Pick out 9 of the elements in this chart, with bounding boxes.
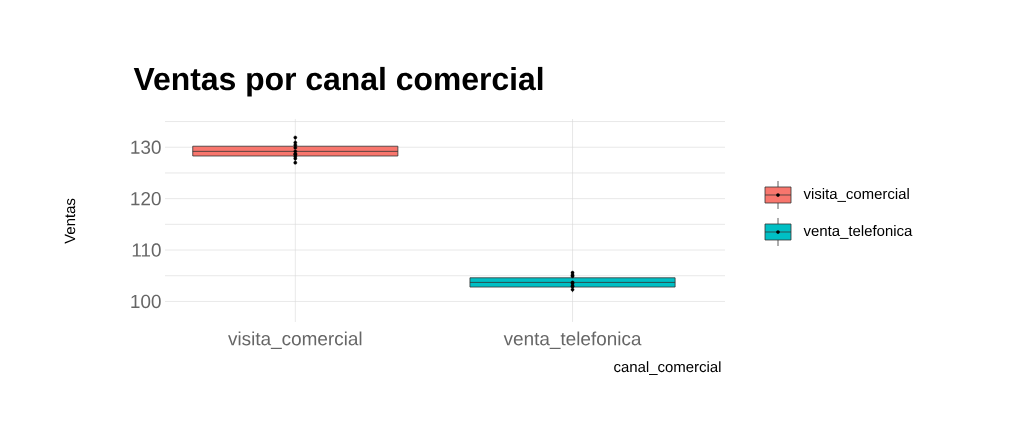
y-tick-label: 120 bbox=[131, 191, 161, 206]
y-tick-label: 100 bbox=[131, 294, 161, 309]
legend-label: venta_telefonica bbox=[803, 225, 913, 239]
y-axis-title: Ventas bbox=[64, 198, 76, 244]
x-axis-title: canal_comercial bbox=[614, 361, 721, 375]
chart-title: Ventas por canal comercial bbox=[133, 66, 543, 97]
legend-label: visita_comercial bbox=[803, 188, 909, 202]
y-tick-label: 110 bbox=[132, 243, 161, 257]
y-tick-label: 130 bbox=[131, 140, 161, 154]
